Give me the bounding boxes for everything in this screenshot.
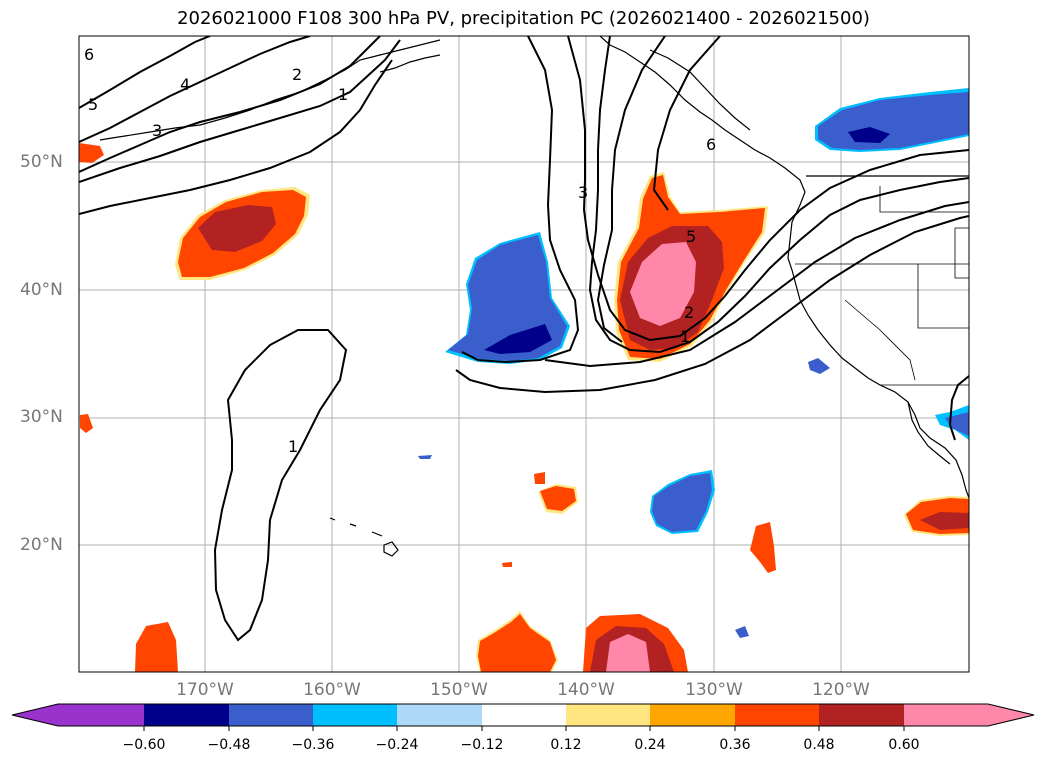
coastlines [99, 36, 969, 557]
contour-label: 1 [288, 437, 298, 456]
contour-label: 6 [706, 135, 716, 154]
lat-label: 20°N [20, 535, 63, 555]
colorbar-segment [904, 704, 988, 726]
colorbar-segment [397, 704, 482, 726]
contour-label: 3 [152, 121, 162, 140]
pv-contours [79, 36, 969, 642]
map-title: 2026021000 F108 300 hPa PV, precipitatio… [177, 8, 870, 29]
contour-label: 6 [84, 45, 94, 64]
precip-positive-region [135, 622, 178, 672]
colorbar-segment [58, 704, 144, 726]
lon-label: 130°W [685, 680, 743, 700]
lon-label: 150°W [430, 680, 488, 700]
colorbar-segment [144, 704, 229, 726]
colorbar-tick-label: 0.36 [719, 737, 751, 753]
lon-label: 170°W [176, 680, 234, 700]
colorbar-segment [650, 704, 735, 726]
contour-label: 5 [686, 227, 696, 246]
colorbar-tick-label: 0.48 [803, 737, 835, 753]
lon-label: 160°W [303, 680, 361, 700]
colorbar-tick-label: −0.24 [375, 737, 419, 753]
colorbar-tick-label: 0.60 [888, 737, 920, 753]
colorbar-segment [819, 704, 904, 726]
lon-label: 120°W [812, 680, 870, 700]
colorbar-segment [482, 704, 566, 726]
contour-label: 4 [180, 75, 190, 94]
colorbar-extend-high [988, 704, 1034, 726]
colorbar-tick-label: 0.12 [550, 737, 582, 753]
precip-shading [79, 88, 969, 672]
colorbar-segment [229, 704, 313, 726]
lat-label: 40°N [20, 280, 63, 300]
colorbar-tick-label: −0.60 [122, 737, 166, 753]
lat-label: 30°N [20, 407, 63, 427]
contour-label: 1 [680, 327, 690, 346]
map-frame [78, 35, 970, 673]
precip-positive-region [79, 143, 104, 163]
lat-label: 50°N [20, 152, 63, 172]
contour-labels: 6 5 4 3 2 1 3 6 5 2 1 1 [84, 45, 716, 456]
colorbar-segment [735, 704, 819, 726]
colorbar-tick-label: −0.48 [207, 737, 251, 753]
contour-label: 1 [338, 85, 348, 104]
contour-label: 2 [292, 65, 302, 84]
colorbar-segment [566, 704, 650, 726]
contour-label: 5 [88, 95, 98, 114]
contour-label: 3 [578, 183, 588, 202]
colorbar-segment [313, 704, 397, 726]
colorbar-tick-label: −0.36 [291, 737, 335, 753]
colorbar [11, 703, 1035, 731]
contour-label: 2 [684, 303, 694, 322]
lon-label: 140°W [557, 680, 615, 700]
colorbar-tick-label: 0.24 [634, 737, 666, 753]
colorbar-extend-low [12, 704, 58, 726]
colorbar-tick-label: −0.12 [460, 737, 504, 753]
